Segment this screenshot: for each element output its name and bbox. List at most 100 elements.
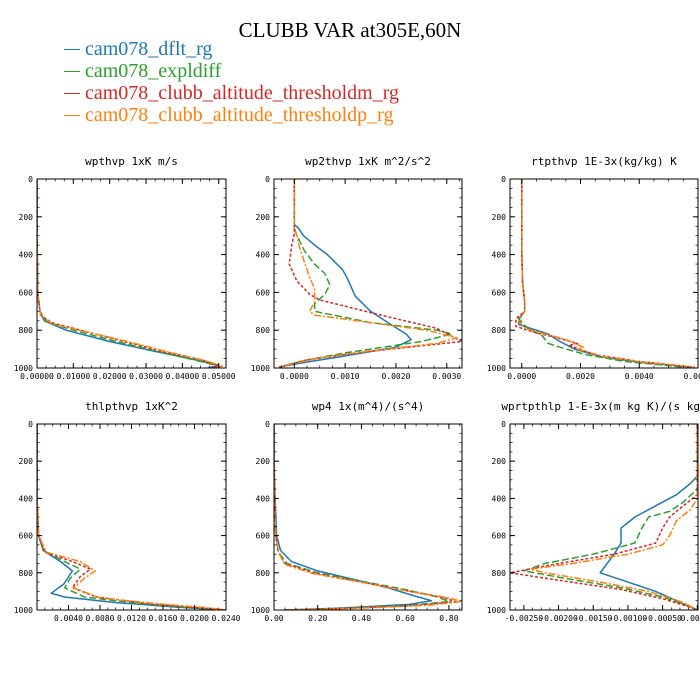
series-line-2 <box>523 424 698 610</box>
x-tick-label: -0.00150 <box>574 614 613 623</box>
series-line-2 <box>518 179 684 368</box>
y-tick-label: 0 <box>501 420 506 429</box>
legend-swatch <box>64 114 80 116</box>
plot-frame <box>273 178 463 369</box>
y-tick-label: 1000 <box>14 606 33 615</box>
legend-item-thresholdp: cam078_clubb_altitude_thresholdp_rg <box>64 104 399 126</box>
y-tick-label: 200 <box>19 457 34 466</box>
panel-title: thlpthvp 1xK^2 <box>85 400 178 413</box>
series-group <box>37 424 226 610</box>
legend-label: cam078_dflt_rg <box>85 37 213 60</box>
series-line-3 <box>515 179 693 368</box>
x-tick-label: -0.00050 <box>643 614 682 623</box>
x-tick-label: 0.02000 <box>93 372 127 381</box>
y-tick-label: 800 <box>256 569 271 578</box>
legend-item-expldiff: cam078_expldiff <box>64 60 399 82</box>
y-tick-label: 1000 <box>251 364 270 373</box>
y-tick-label: 1000 <box>487 364 506 373</box>
legend-label: cam078_expldiff <box>85 59 222 82</box>
y-tick-label: 0 <box>501 175 506 184</box>
series-line-3 <box>37 179 220 368</box>
legend-label: cam078_clubb_altitude_thresholdp_rg <box>85 103 394 126</box>
x-tick-label: 0.0200 <box>180 614 209 623</box>
y-tick-label: 400 <box>492 494 507 503</box>
y-tick-label: 800 <box>19 569 34 578</box>
series-line-2 <box>37 179 220 368</box>
legend-swatch <box>64 70 80 72</box>
y-tick-label: 1000 <box>14 364 33 373</box>
series-line-1 <box>278 179 412 368</box>
x-tick-label: 0.0030 <box>432 372 461 381</box>
x-tick-label: 0.0000 <box>280 372 309 381</box>
y-tick-label: 200 <box>492 213 507 222</box>
x-tick-label: 0.0000 <box>507 372 536 381</box>
series-line-4 <box>37 424 226 610</box>
y-tick-label: 200 <box>256 213 271 222</box>
x-tick-label: -0.00200 <box>539 614 578 623</box>
x-tick-label: 0.03000 <box>129 372 163 381</box>
figure-title: CLUBB VAR at305E,60N <box>238 18 462 42</box>
y-tick-label: 0 <box>28 420 33 429</box>
series-line-4 <box>37 179 224 368</box>
series-group <box>37 179 224 368</box>
x-tick-label: 0.00000 <box>680 614 700 623</box>
series-line-1 <box>599 424 698 610</box>
x-tick-label: 0.0040 <box>625 372 654 381</box>
x-tick-label: 0.0010 <box>331 372 360 381</box>
y-tick-label: 600 <box>256 288 271 297</box>
x-tick-label: 0.60 <box>396 614 415 623</box>
y-tick-label: 400 <box>492 251 507 260</box>
y-tick-label: 800 <box>19 326 34 335</box>
y-tick-label: 600 <box>19 532 34 541</box>
x-tick-label: 0.00 <box>264 614 283 623</box>
x-tick-label: 0.0120 <box>117 614 146 623</box>
panel-2: wp2thvp 1xK m^2/s^2 0 200 400 600 800 1000 0.00… <box>251 155 463 381</box>
series-group <box>510 424 698 610</box>
y-tick-label: 0 <box>28 175 33 184</box>
x-tick-label: 0.20 <box>308 614 327 623</box>
x-tick-label: 0.00000 <box>20 372 54 381</box>
y-tick-label: 800 <box>492 569 507 578</box>
series-line-3 <box>510 424 698 610</box>
plot-frame <box>36 178 227 369</box>
series-line-4 <box>530 424 698 610</box>
x-tick-label: 0.0020 <box>566 372 595 381</box>
y-tick-label: 0 <box>265 420 270 429</box>
panel-title: wpthvp 1xK m/s <box>85 155 178 168</box>
x-tick-label: 0.80 <box>439 614 458 623</box>
legend-label: cam078_clubb_altitude_thresholdm_rg <box>85 81 400 104</box>
y-tick-label: 600 <box>492 288 507 297</box>
x-tick-label: 0.0020 <box>381 372 410 381</box>
x-tick-label: 0.40 <box>352 614 371 623</box>
y-tick-label: 800 <box>256 326 271 335</box>
x-tick-label: 0.0040 <box>54 614 83 623</box>
panel-title: wp4 1x(m^4)/(s^4) <box>312 400 425 413</box>
y-tick-label: 200 <box>256 457 271 466</box>
x-tick-label: 0.05000 <box>202 372 236 381</box>
x-tick-label: -0.00250 <box>505 614 544 623</box>
series-group <box>274 424 462 610</box>
x-tick-label: -0.00100 <box>609 614 648 623</box>
y-tick-label: 600 <box>492 532 507 541</box>
panel-title: wp2thvp 1xK m^2/s^2 <box>305 155 431 168</box>
y-tick-label: 400 <box>19 251 34 260</box>
x-tick-label: 0.01000 <box>56 372 90 381</box>
y-tick-label: 200 <box>492 457 507 466</box>
series-line-1 <box>37 424 226 610</box>
series-group <box>515 179 696 368</box>
legend: cam078_dflt_rg cam078_expldiff cam078_cl… <box>64 38 399 126</box>
y-tick-label: 200 <box>19 213 34 222</box>
y-tick-label: 600 <box>256 532 271 541</box>
panel-6: wprtpthlp 1-E-3x(m kg K)/(s kg) 0 200 400 60… <box>487 400 700 623</box>
panel-title: wprtpthlp 1-E-3x(m kg K)/(s kg) <box>501 400 700 413</box>
series-line-4 <box>278 179 458 368</box>
x-tick-label: 0.04000 <box>166 372 200 381</box>
y-tick-label: 1000 <box>251 606 270 615</box>
y-tick-label: 400 <box>256 251 271 260</box>
x-tick-label: 0.0160 <box>149 614 178 623</box>
